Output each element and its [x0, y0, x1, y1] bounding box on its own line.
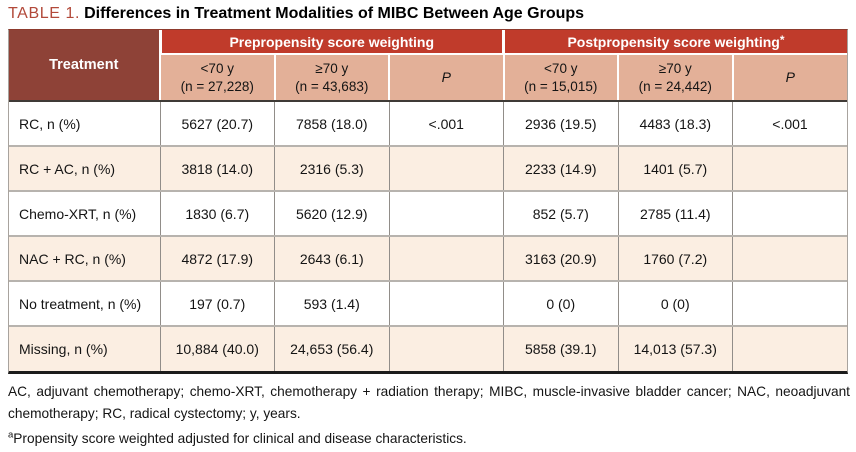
row-label: RC + AC, n (%) [9, 145, 160, 192]
table-row-nac-rc: NAC + RC, n (%) 4872 (17.9) 2643 (6.1) 3… [9, 235, 847, 282]
cell-pvalue [732, 325, 847, 372]
table-row-missing: Missing, n (%) 10,884 (40.0) 24,653 (56.… [9, 325, 847, 372]
cell: 852 (5.7) [503, 190, 618, 237]
table-row-chemo-xrt: Chemo-XRT, n (%) 1830 (6.7) 5620 (12.9) … [9, 190, 847, 237]
propensity-note: aPropensity score weighted adjusted for … [8, 428, 850, 450]
cell-pvalue [388, 280, 504, 327]
footnote-marker-a: a [8, 429, 14, 441]
group-header-row: Treatment Prepropensity score weighting … [9, 30, 847, 103]
subheader-pre-pvalue: P [388, 54, 504, 103]
cell-pvalue [388, 235, 504, 282]
group-label: Postpropensity score weighting [567, 34, 780, 50]
group-header-prepropensity: Prepropensity score weighting [158, 30, 504, 55]
table-row-rc-ac: RC + AC, n (%) 3818 (14.0) 2316 (5.3) 22… [9, 145, 847, 192]
cell: 5627 (20.7) [159, 101, 275, 147]
subheader-row: <70 y (n = 27,228) ≥70 y (n = 43,683) P <7… [9, 54, 847, 103]
cell: 1760 (7.2) [617, 235, 733, 282]
group-label: Prepropensity score weighting [229, 34, 435, 50]
subheader-pre-over70: ≥70 y (n = 43,683) [273, 54, 389, 103]
subheader-post-under70: <70 y (n = 15,015) [502, 54, 618, 103]
row-label: Missing, n (%) [9, 325, 160, 372]
cell: 5620 (12.9) [274, 190, 389, 237]
cell-pvalue [732, 145, 847, 192]
table-container: Treatment Prepropensity score weighting … [8, 29, 848, 375]
abbreviations-note: AC, adjuvant chemotherapy; chemo-XRT, ch… [8, 384, 850, 422]
subheader-post-pvalue: P [731, 54, 847, 103]
cell: 2316 (5.3) [274, 145, 389, 192]
cell: 1401 (5.7) [617, 145, 733, 192]
footnote-marker-asterisk: * [779, 33, 785, 47]
row-label: RC, n (%) [19, 115, 81, 132]
cell: 7858 (18.0) [274, 101, 389, 147]
cell: 24,653 (56.4) [274, 325, 389, 372]
cell: 0 (0) [617, 280, 733, 327]
cell: 2643 (6.1) [274, 235, 389, 282]
subheader-pre-under70: <70 y (n = 27,228) [159, 54, 275, 103]
row-label: No treatment, n (%) [9, 280, 160, 327]
cell: 5858 (39.1) [503, 325, 618, 372]
cell-pvalue [732, 280, 847, 327]
cell-pvalue [732, 190, 847, 237]
cell: 0 (0) [503, 280, 618, 327]
group-header-postpropensity: Postpropensity score weighting* [502, 30, 847, 55]
cell: 1830 (6.7) [159, 190, 275, 237]
cell-pvalue: <.001 [732, 101, 847, 147]
cell: 10,884 (40.0) [159, 325, 275, 372]
table-number: TABLE 1. [8, 5, 81, 22]
cell: 4872 (17.9) [159, 235, 275, 282]
propensity-note-text: Propensity score weighted adjusted for c… [13, 430, 467, 446]
table-title: TABLE 1. Differences in Treatment Modalit… [8, 5, 848, 23]
row-label: NAC + RC, n (%) [9, 235, 160, 282]
cell-pvalue: <.001 [388, 101, 504, 147]
cell: 197 (0.7) [159, 280, 275, 327]
cell-pvalue [388, 325, 504, 372]
cell: 2233 (14.9) [503, 145, 618, 192]
cell: 3818 (14.0) [159, 145, 275, 192]
subheader-post-over70: ≥70 y (n = 24,442) [617, 54, 733, 103]
cell: 4483 (18.3) [617, 101, 733, 147]
cell-pvalue [732, 235, 847, 282]
table-caption: Differences in Treatment Modalities of M… [84, 5, 585, 22]
cell: 3163 (20.9) [503, 235, 618, 282]
treatment-modalities-table: Treatment Prepropensity score weighting … [9, 30, 847, 372]
table-row-rc: RC, n (%) 5627 (20.7) 7858 (18.0) <.001 … [9, 101, 847, 147]
footnotes: AC, adjuvant chemotherapy; chemo-XRT, ch… [8, 381, 850, 450]
cell-pvalue [388, 145, 504, 192]
cell: 14,013 (57.3) [617, 325, 733, 372]
row-label: Chemo-XRT, n (%) [9, 190, 160, 237]
cell-pvalue [388, 190, 504, 237]
cell: 2785 (11.4) [617, 190, 733, 237]
cell: 593 (1.4) [274, 280, 389, 327]
table-row-no-treatment: No treatment, n (%) 197 (0.7) 593 (1.4) … [9, 280, 847, 327]
treatment-column-header: Treatment [9, 30, 160, 103]
cell: 2936 (19.5) [503, 101, 618, 147]
